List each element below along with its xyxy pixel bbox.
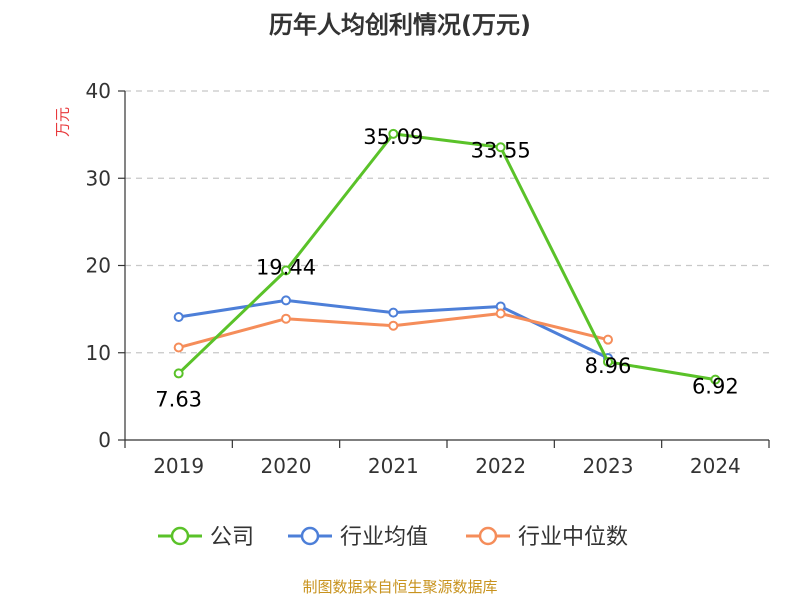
data-label: 6.92 bbox=[692, 375, 739, 399]
data-label: 33.55 bbox=[471, 138, 531, 162]
data-point bbox=[173, 311, 184, 322]
x-tick-label: 2023 bbox=[583, 454, 634, 478]
x-tick-label: 2019 bbox=[153, 454, 204, 478]
y-tick-label: 0 bbox=[98, 428, 111, 452]
legend-marker bbox=[478, 526, 498, 546]
data-point bbox=[388, 320, 399, 331]
data-point bbox=[281, 313, 291, 324]
legend-label: 行业均值 bbox=[340, 525, 428, 550]
data-point bbox=[603, 356, 613, 367]
source-note: 制图数据来自恒生聚源数据库 bbox=[302, 578, 498, 596]
y-tick-label: 20 bbox=[86, 254, 111, 278]
data-label: 19.44 bbox=[256, 255, 316, 279]
data-point bbox=[495, 308, 506, 319]
chart-title: 历年人均创利情况(万元) bbox=[269, 11, 531, 39]
x-tick-label: 2021 bbox=[368, 454, 419, 478]
data-point bbox=[388, 307, 399, 318]
y-tick-label: 40 bbox=[86, 79, 111, 103]
data-point bbox=[710, 374, 721, 385]
data-point bbox=[388, 128, 399, 139]
legend-marker bbox=[300, 526, 320, 546]
data-point bbox=[281, 295, 291, 306]
data-point bbox=[173, 368, 184, 379]
x-tick-label: 2020 bbox=[261, 454, 312, 478]
x-tick-label: 2022 bbox=[475, 454, 526, 478]
legend-marker bbox=[170, 526, 190, 546]
x-tick-label: 2024 bbox=[690, 454, 741, 478]
data-point bbox=[173, 342, 184, 353]
data-label: 8.96 bbox=[585, 354, 632, 378]
series-line bbox=[177, 132, 716, 382]
y-tick-label: 10 bbox=[86, 341, 111, 365]
data-point bbox=[603, 334, 613, 345]
data-label: 35.09 bbox=[363, 125, 423, 149]
data-point bbox=[495, 142, 506, 153]
data-point bbox=[281, 265, 291, 276]
data-label: 7.63 bbox=[155, 387, 202, 411]
y-tick-label: 30 bbox=[86, 166, 111, 190]
legend-label: 行业中位数 bbox=[518, 525, 628, 550]
legend-label: 公司 bbox=[210, 525, 254, 550]
